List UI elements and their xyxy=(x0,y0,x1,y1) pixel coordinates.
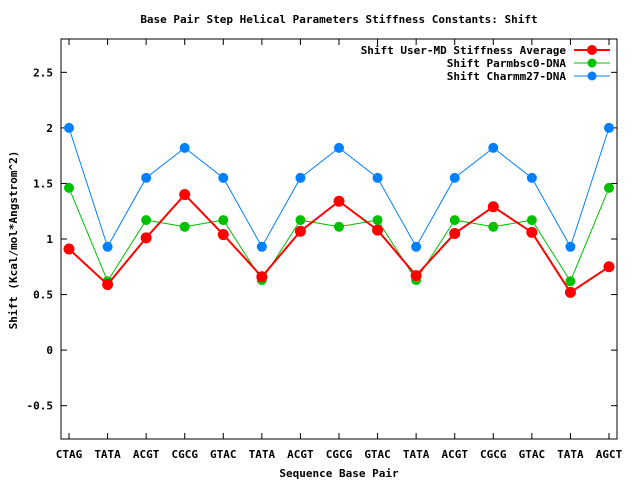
data-point xyxy=(526,172,537,183)
series-line xyxy=(68,193,610,294)
data-point xyxy=(140,232,152,244)
data-point xyxy=(488,221,499,232)
data-point xyxy=(141,215,152,226)
data-point xyxy=(334,221,344,232)
data-point xyxy=(411,241,422,252)
legend-label: Shift User-MD Stiffness Average xyxy=(361,44,567,57)
data-point xyxy=(410,270,422,282)
data-point xyxy=(604,182,614,193)
data-point xyxy=(218,215,229,226)
data-point xyxy=(564,286,576,298)
x-tick-label: GTAC xyxy=(364,448,391,461)
y-tick-label: 2.5 xyxy=(33,66,53,79)
data-point xyxy=(526,215,537,226)
data-point xyxy=(64,122,74,133)
data-point xyxy=(372,224,384,236)
data-point xyxy=(333,195,345,207)
series-1 xyxy=(63,189,615,298)
data-point xyxy=(179,221,190,232)
x-tick-label: TATA xyxy=(557,448,584,461)
data-point xyxy=(565,241,576,252)
data-point xyxy=(217,229,229,241)
chart-title: Base Pair Step Helical Parameters Stiffn… xyxy=(140,13,537,26)
y-tick-label: 2 xyxy=(46,122,53,135)
x-tick-label: ACGT xyxy=(133,448,160,461)
y-axis-label: Shift (Kcal/mol*Angstrom^2) xyxy=(7,151,20,330)
data-point xyxy=(487,201,499,213)
y-tick-label: 0 xyxy=(46,344,53,357)
data-point xyxy=(449,172,460,183)
data-point xyxy=(372,172,383,183)
data-point xyxy=(565,276,576,287)
legend-label: Shift Charmm27-DNA xyxy=(447,70,567,83)
y-axis-ticks: -0.5 0 0.5 1 1.5 2 2.5 xyxy=(27,66,617,413)
x-tick-label: TATA xyxy=(94,448,121,461)
x-tick-label: AGCT xyxy=(596,448,623,461)
data-point xyxy=(294,225,306,237)
y-tick-label: -0.5 xyxy=(27,400,54,413)
data-point xyxy=(372,215,383,226)
x-tick-label: TATA xyxy=(249,448,276,461)
data-point xyxy=(604,122,614,133)
data-point xyxy=(102,241,113,252)
legend-marker-swatch xyxy=(587,58,597,68)
data-point xyxy=(449,227,461,239)
data-point xyxy=(179,189,191,201)
x-tick-label: TATA xyxy=(403,448,430,461)
data-point xyxy=(295,172,306,183)
data-point xyxy=(218,172,229,183)
x-tick-label: CGCG xyxy=(326,448,353,461)
x-tick-label: CTAG xyxy=(56,448,83,461)
x-tick-label: ACGT xyxy=(287,448,314,461)
x-tick-label: GTAC xyxy=(210,448,237,461)
data-point xyxy=(64,182,74,193)
y-tick-label: 0.5 xyxy=(33,289,53,302)
legend-marker-swatch xyxy=(587,71,597,81)
x-axis-ticks: CTAG TATA ACGT CGCG GTAC TATA ACGT CGCG GTAC TATA… xyxy=(56,39,623,461)
x-axis-label: Sequence Base Pair xyxy=(279,467,399,480)
data-point xyxy=(256,271,268,283)
data-point xyxy=(526,226,538,238)
data-point xyxy=(488,142,499,153)
x-tick-label: CGCG xyxy=(480,448,507,461)
data-point xyxy=(334,142,344,153)
series-layer xyxy=(63,122,615,298)
y-tick-label: 1.5 xyxy=(33,177,53,190)
data-point xyxy=(141,172,152,183)
x-tick-label: CGCG xyxy=(171,448,198,461)
data-point xyxy=(102,279,114,291)
series-3 xyxy=(64,122,614,252)
y-tick-label: 1 xyxy=(46,233,53,246)
data-point xyxy=(63,243,75,255)
legend-marker-swatch xyxy=(587,45,597,55)
legend-label: Shift Parmbsc0-DNA xyxy=(447,57,567,70)
data-point xyxy=(256,241,267,252)
data-point xyxy=(449,215,460,226)
x-tick-label: ACGT xyxy=(441,448,468,461)
data-point xyxy=(179,142,190,153)
x-tick-label: GTAC xyxy=(519,448,546,461)
data-point xyxy=(603,261,615,273)
data-point xyxy=(295,215,306,226)
